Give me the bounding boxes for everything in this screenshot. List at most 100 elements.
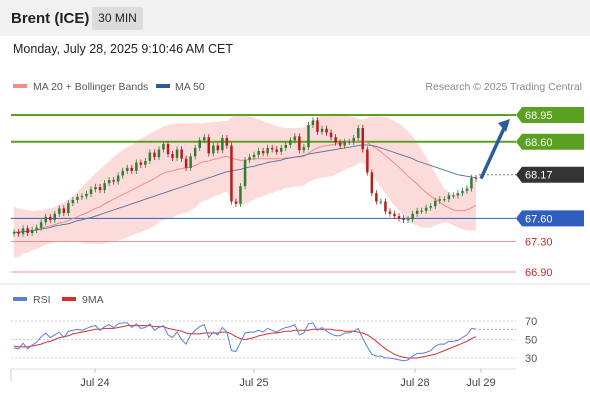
- price-level-tag-bg: [516, 107, 584, 123]
- candle: [234, 198, 238, 207]
- candle-body: [198, 140, 201, 148]
- candle-body: [338, 142, 342, 146]
- price-level-tag: 68.17: [516, 166, 584, 183]
- candle-body: [452, 195, 455, 197]
- rsi-tick-label: 70: [525, 316, 537, 328]
- ma50-legend-swatch: [156, 84, 170, 88]
- candle-body: [67, 203, 70, 214]
- candle-body: [307, 125, 310, 148]
- candle-body: [252, 154, 256, 158]
- candle-body: [388, 211, 392, 214]
- candle-body: [71, 200, 75, 204]
- candle: [121, 167, 124, 179]
- candle-body: [370, 172, 374, 194]
- price-level-tag-bg: [516, 210, 584, 227]
- price-level-tag-bg: [516, 166, 584, 183]
- price-level-tag: 67.60: [516, 210, 584, 227]
- instrument-title: Brent (ICE): [11, 10, 90, 27]
- candle: [266, 144, 269, 157]
- candle-body: [393, 213, 396, 217]
- rsi-ma-legend-label: 9MA: [82, 294, 104, 306]
- candle: [461, 187, 464, 197]
- candle-body: [112, 180, 115, 182]
- rsi-line: [13, 322, 477, 362]
- candle: [438, 196, 441, 204]
- candle-body: [107, 180, 111, 184]
- candle: [261, 147, 265, 157]
- price-level-label: 68.17: [525, 170, 553, 182]
- candle-body: [39, 222, 43, 228]
- timeframe-button[interactable]: 30 MIN: [92, 7, 143, 30]
- price-label-layer: 68.95 68.60 68.17 67.60 67.30 66.90: [516, 107, 584, 279]
- candle: [420, 207, 423, 214]
- rsi-legend-swatch: [13, 297, 27, 301]
- candle: [343, 138, 346, 149]
- rsi-ma-line: [13, 325, 477, 359]
- candle: [447, 192, 451, 203]
- candle: [71, 196, 75, 207]
- forecast-arrow-head: [498, 119, 510, 132]
- candle-body: [53, 213, 56, 220]
- candle-body: [230, 145, 233, 202]
- candle-body: [347, 141, 351, 143]
- candle-body: [193, 147, 197, 157]
- candle-body: [316, 120, 319, 132]
- candle-body: [175, 149, 179, 158]
- candle: [35, 224, 38, 233]
- candle: [80, 193, 84, 201]
- candle: [189, 153, 192, 171]
- candle-body: [384, 201, 387, 212]
- candle-body: [284, 144, 287, 148]
- candle-body: [103, 183, 106, 191]
- candle-body: [424, 207, 428, 211]
- candle-body: [26, 228, 29, 233]
- candle-body: [443, 199, 446, 201]
- candle: [280, 144, 283, 155]
- candle-body: [234, 201, 238, 204]
- candle-body: [447, 195, 451, 200]
- candle-body: [216, 145, 220, 151]
- candle-body: [248, 157, 251, 161]
- candle: [361, 124, 364, 153]
- candle-body: [329, 132, 333, 138]
- candle-body: [166, 144, 170, 155]
- candle-body: [415, 210, 419, 214]
- candle-body: [144, 161, 147, 165]
- candle: [388, 208, 392, 217]
- credit-text: Research © 2025 Trading Central: [425, 81, 582, 93]
- candle: [452, 192, 455, 199]
- candle: [139, 159, 143, 168]
- candle-body: [257, 151, 260, 155]
- candle-body: [80, 196, 84, 198]
- candle: [338, 139, 342, 149]
- candle-body: [207, 137, 210, 154]
- candle: [298, 133, 301, 154]
- candle: [397, 213, 401, 222]
- candle-body: [184, 158, 188, 168]
- candle-body: [153, 152, 156, 158]
- price-level-label: 66.90: [525, 267, 553, 279]
- candle: [415, 207, 419, 217]
- candle: [166, 141, 170, 158]
- candle: [62, 205, 66, 217]
- candle-body: [171, 154, 174, 158]
- candle: [379, 198, 383, 205]
- candle: [357, 124, 360, 142]
- candle: [293, 133, 297, 144]
- candle: [352, 134, 355, 145]
- candle-body: [334, 137, 337, 143]
- forecast-arrow-layer: [479, 119, 510, 180]
- candle: [239, 183, 242, 207]
- candle: [257, 147, 260, 158]
- candle-body: [76, 196, 79, 200]
- candle: [67, 200, 70, 217]
- candle: [180, 146, 183, 162]
- candle: [130, 164, 133, 174]
- candle-body: [470, 177, 473, 189]
- price-level-layer: [11, 114, 516, 273]
- candle: [89, 186, 93, 197]
- candle: [375, 190, 378, 205]
- candle: [243, 157, 247, 190]
- candle-body: [89, 189, 93, 194]
- x-axis-label: Jul 28: [400, 377, 429, 389]
